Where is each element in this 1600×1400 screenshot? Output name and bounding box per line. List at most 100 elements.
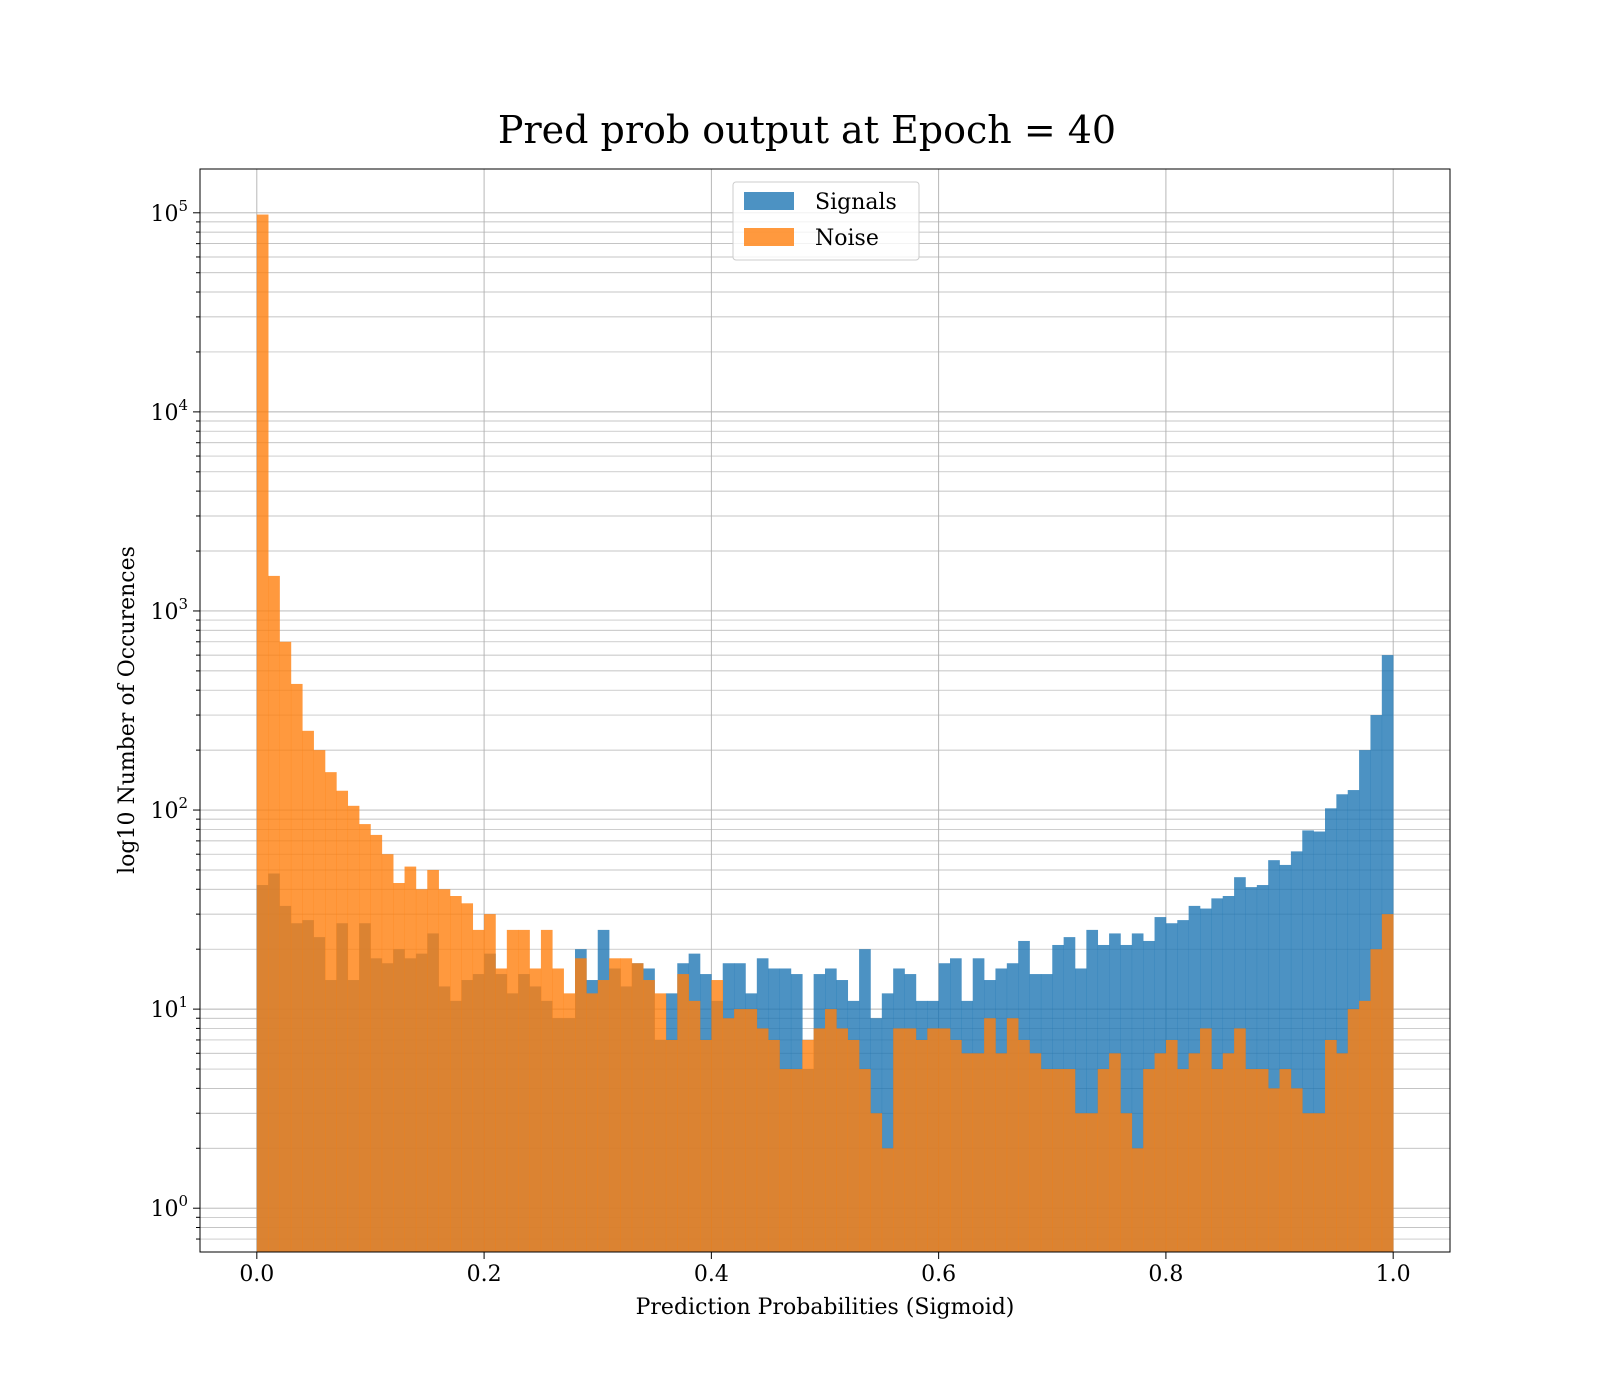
- bar-noise: [1029, 1053, 1042, 1252]
- bar-noise: [302, 730, 314, 1252]
- legend-swatch-signals: [744, 192, 794, 210]
- bar-noise: [609, 958, 621, 1252]
- y-axis-ticks: 100 101 102 103 104 105: [150, 197, 200, 1240]
- legend-label-signals: Signals: [815, 190, 897, 215]
- bar-noise: [1359, 1000, 1371, 1252]
- x-axis-label: Prediction Probabilities (Sigmoid): [636, 1295, 1015, 1320]
- bar-noise: [472, 929, 485, 1252]
- bar-noise: [1222, 1053, 1235, 1252]
- legend-label-noise: Noise: [815, 226, 879, 251]
- y-tick-label: 103: [150, 595, 188, 625]
- bar-noise: [1302, 1113, 1314, 1252]
- bar-noise: [381, 854, 394, 1252]
- bar-noise: [1188, 1053, 1201, 1252]
- bar-noise: [1018, 1039, 1030, 1252]
- x-tick-label: 0.4: [694, 1262, 729, 1287]
- bar-noise: [836, 1028, 849, 1252]
- bar-noise: [881, 1148, 894, 1252]
- x-tick-label: 0.6: [921, 1262, 956, 1287]
- bar-noise: [1052, 1069, 1064, 1252]
- legend: Signals Noise: [732, 181, 920, 261]
- bar-noise: [586, 993, 599, 1252]
- bar-signals: [1131, 933, 1144, 1252]
- bar-noise: [972, 1053, 985, 1252]
- bar-noise: [938, 1028, 951, 1252]
- bar-noise: [995, 1053, 1008, 1252]
- y-tick-label: 101: [150, 993, 188, 1023]
- bar-noise: [1165, 1039, 1178, 1252]
- bar-noise: [529, 968, 542, 1252]
- bar-noise: [961, 1053, 974, 1252]
- bar-signals: [881, 993, 894, 1252]
- bar-noise: [450, 896, 462, 1252]
- bar-noise: [654, 993, 667, 1252]
- bar-noise: [597, 980, 610, 1252]
- bar-noise: [347, 805, 360, 1252]
- bar-noise: [563, 993, 576, 1252]
- bar-noise: [722, 1018, 735, 1252]
- bar-noise: [461, 903, 474, 1252]
- series-noise: [256, 214, 1394, 1252]
- bar-noise: [1063, 1069, 1076, 1252]
- bar-noise: [1234, 1028, 1246, 1252]
- bar-noise: [1086, 1113, 1099, 1252]
- bar-noise: [813, 1028, 826, 1252]
- bar-noise: [290, 683, 303, 1252]
- bar-noise: [1256, 1069, 1269, 1252]
- legend-swatch-noise: [744, 228, 794, 246]
- bar-noise: [1325, 1039, 1337, 1252]
- bar-signals: [1313, 831, 1326, 1252]
- bar-noise: [927, 1028, 939, 1252]
- bar-noise: [802, 1039, 814, 1252]
- bar-noise: [427, 869, 439, 1252]
- bar-noise: [279, 641, 292, 1252]
- bar-noise: [1211, 1069, 1224, 1252]
- bar-noise: [518, 929, 530, 1252]
- bar-noise: [643, 980, 655, 1252]
- bar-noise: [1347, 1009, 1360, 1252]
- bar-noise: [393, 883, 405, 1252]
- y-tick-label: 104: [150, 396, 188, 426]
- bar-signals: [1256, 885, 1269, 1252]
- bar-noise: [325, 772, 337, 1252]
- bar-noise: [847, 1039, 860, 1252]
- bar-signals: [1290, 851, 1303, 1252]
- bar-noise: [756, 1028, 769, 1252]
- plot-frame: [199, 168, 1451, 1253]
- x-tick-label: 0.0: [239, 1262, 274, 1287]
- bar-noise: [1075, 1113, 1087, 1252]
- bar-noise: [859, 1069, 871, 1252]
- bar-noise: [1200, 1028, 1212, 1252]
- x-tick-label: 1.0: [1376, 1262, 1411, 1287]
- bar-noise: [950, 1039, 962, 1252]
- bar-noise: [575, 958, 587, 1252]
- bar-noise: [313, 750, 326, 1252]
- y-tick-label: 100: [150, 1192, 188, 1222]
- bar-noise: [904, 1028, 917, 1252]
- bar-noise: [1154, 1053, 1167, 1252]
- y-tick-label: 105: [150, 197, 188, 227]
- bar-noise: [1245, 1069, 1258, 1252]
- bar-noise: [870, 1113, 883, 1252]
- bar-noise: [1006, 1018, 1019, 1252]
- bar-noise: [1370, 949, 1383, 1252]
- bar-noise: [1109, 1053, 1121, 1252]
- bar-noise: [688, 1000, 701, 1252]
- bar-noise: [620, 958, 633, 1252]
- bar-noise: [745, 1009, 758, 1252]
- bar-noise: [1336, 1053, 1349, 1252]
- chart-title: Pred prob output at Epoch = 40: [498, 108, 1116, 152]
- bar-noise: [506, 929, 519, 1252]
- bar-noise: [711, 980, 724, 1252]
- histogram-bars: [256, 214, 1394, 1252]
- bar-signals: [1075, 968, 1087, 1252]
- bar-noise: [1143, 1069, 1155, 1252]
- bar-noise: [359, 824, 371, 1252]
- x-tick-label: 0.8: [1148, 1262, 1183, 1287]
- bar-noise: [779, 1069, 792, 1252]
- bar-noise: [700, 1039, 712, 1252]
- bar-noise: [268, 575, 280, 1252]
- bar-noise: [790, 1069, 803, 1252]
- bar-noise: [768, 1039, 780, 1252]
